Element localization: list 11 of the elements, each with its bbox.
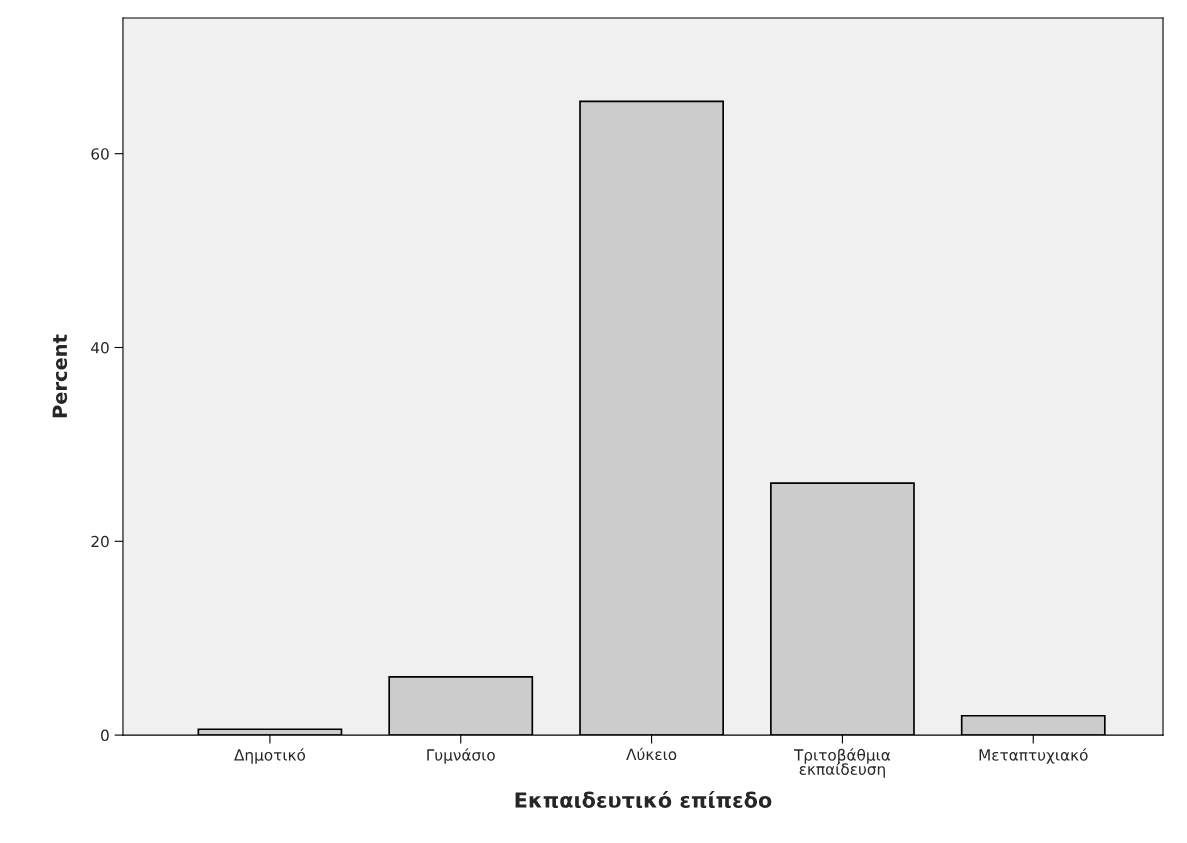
y-tick-label: 20 xyxy=(91,535,109,548)
x-tick-label: Μεταπτυχιακό xyxy=(979,748,1088,764)
y-tick-label: 0 xyxy=(101,729,109,742)
y-tick-label: 40 xyxy=(91,341,109,354)
y-axis-title: Percent xyxy=(52,334,68,418)
x-tick-label: Δημοτικό xyxy=(234,748,306,764)
y-tick-label: 60 xyxy=(91,148,109,160)
x-tick-label: Λύκειο xyxy=(626,747,677,761)
x-axis-title: Εκπαιδευτικό επίπεδο xyxy=(515,790,772,808)
x-tick-label: Τριτοβάθμια εκπαίδευση xyxy=(793,748,891,778)
x-tick-label: Γυμνάσιο xyxy=(427,748,495,764)
